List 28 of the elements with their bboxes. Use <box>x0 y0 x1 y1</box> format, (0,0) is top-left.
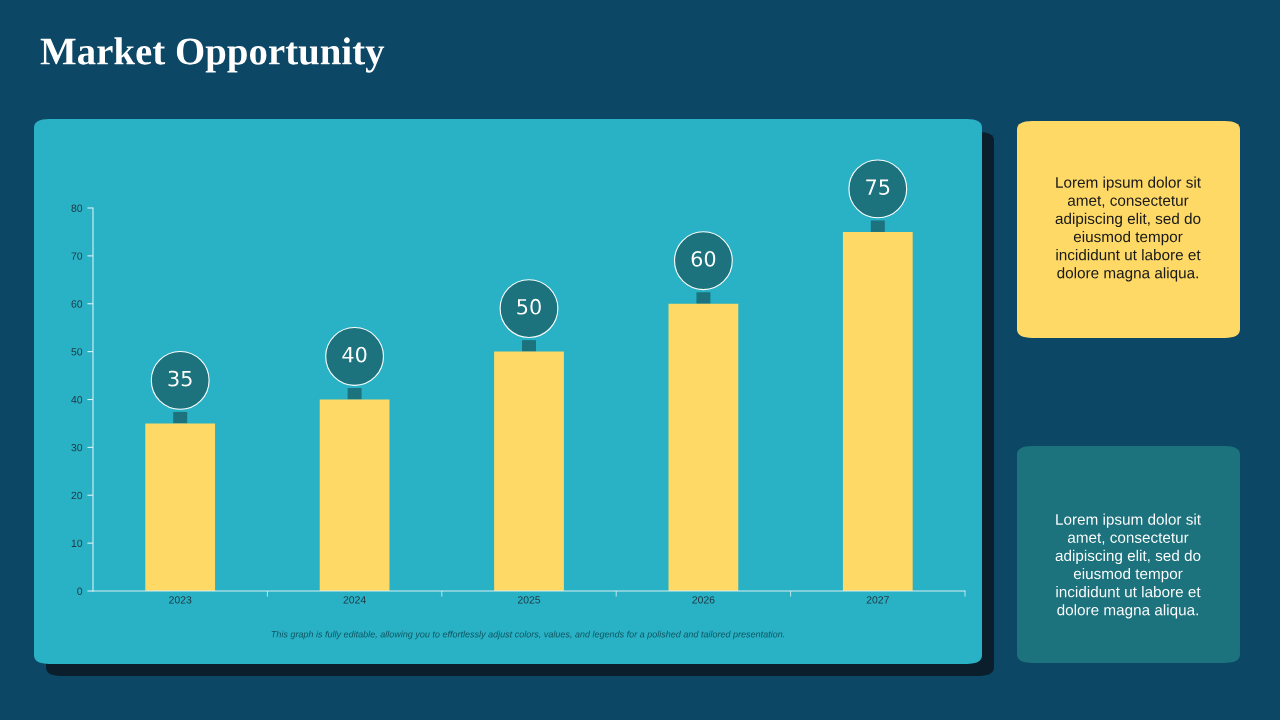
y-tick-label: 50 <box>71 348 83 356</box>
y-tick-label: 60 <box>71 300 83 308</box>
bar <box>494 351 564 591</box>
y-tick-label: 10 <box>71 539 83 547</box>
data-label: 35 <box>168 370 192 387</box>
chart-title: Market Opportunity <box>40 37 385 73</box>
x-tick-label: 2026 <box>692 596 715 604</box>
y-tick-label: 70 <box>71 252 83 260</box>
data-label: 60 <box>691 250 716 267</box>
x-tick-label: 2023 <box>169 596 192 604</box>
data-label: 75 <box>866 179 890 195</box>
bar <box>319 399 390 591</box>
data-label: 50 <box>517 298 541 315</box>
text: Lorem ipsum dolor sit amet, consectetur adipiscing elit, sed do eiusmod tempor incididunt ut labore et dolore magna aliqua. <box>1055 513 1201 619</box>
data-label: 40 <box>342 346 367 363</box>
y-tick-label: 30 <box>71 443 83 452</box>
text: This graph is fully editable, allowing you to effortlessly adjust colors, values, and legends for a polished and tailored presentation. <box>271 630 785 640</box>
bar <box>145 423 216 591</box>
y-tick-label: 40 <box>71 396 83 404</box>
x-tick-label: 2027 <box>866 596 889 604</box>
text: Lorem ipsum dolor sit amet, consectetur adipiscing elit, sed do eiusmod tempor incididunt ut labore et dolore magna aliqua. <box>1055 176 1201 282</box>
y-tick-label: 20 <box>71 491 83 500</box>
y-tick-label: 80 <box>71 204 83 212</box>
bar <box>668 303 739 591</box>
bar <box>842 231 913 591</box>
x-tick-label: 2024 <box>343 596 366 604</box>
y-tick-label: 0 <box>77 587 83 595</box>
x-tick-label: 2025 <box>517 596 541 604</box>
